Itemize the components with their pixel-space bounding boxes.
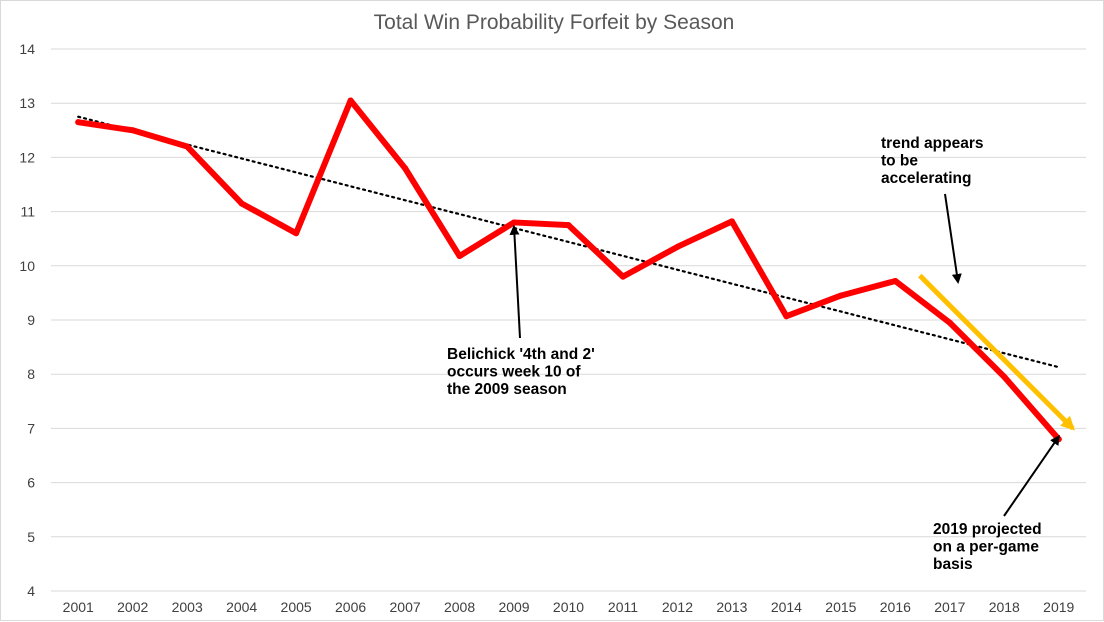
annotation-text: 2019 projected [933,521,1042,538]
x-tick-label: 2008 [444,599,475,615]
data-point [293,230,300,237]
x-tick-label: 2017 [934,599,965,615]
annotation-text: the 2009 season [447,381,567,398]
y-tick-label: 12 [19,149,35,165]
data-point [837,292,844,299]
x-tick-label: 2002 [117,599,148,615]
data-point [129,127,136,134]
x-tick-label: 2011 [608,599,638,615]
x-tick-label: 2014 [771,599,802,615]
y-tick-label: 4 [27,583,35,599]
x-tick-label: 2012 [662,599,693,615]
data-point [347,97,354,104]
data-point [456,253,463,260]
y-tick-label: 11 [20,204,35,220]
x-tick-label: 2009 [498,599,529,615]
y-tick-label: 13 [19,95,35,111]
annotation-arrow [509,224,521,339]
data-point [1001,373,1008,380]
data-point [565,222,572,229]
trendline [77,115,1060,369]
y-tick-label: 7 [27,420,35,436]
data-point [511,219,518,226]
x-tick-label: 2016 [880,599,911,615]
emphasis-layer [918,273,1075,431]
x-tick-label: 2010 [553,599,584,615]
annotation-text: occurs week 10 of [447,364,581,381]
y-tick-label: 10 [19,258,35,274]
gridlines [51,48,1086,592]
x-tick-label: 2006 [335,599,366,615]
data-point [619,273,626,280]
annotation-text: Belichick '4th and 2' [447,346,595,363]
x-tick-label: 2015 [825,599,856,615]
annotation-text: basis [933,556,973,573]
emphasis-arrow [918,273,1075,431]
x-tick-label: 2019 [1043,599,1074,615]
data-point [892,277,899,284]
series-layer [75,97,1062,443]
y-tick-label: 6 [27,475,35,491]
x-tick-label: 2001 [63,599,94,615]
x-tick-label: 2004 [226,599,257,615]
y-tick-label: 9 [27,312,35,328]
annotation-layer: Belichick '4th and 2'occurs week 10 ofth… [447,135,1060,573]
annotation-text: accelerating [881,170,971,187]
y-tick-label: 5 [27,529,35,545]
annotation-arrow [944,193,962,284]
y-axis-ticks: 4 5 6 7 8 9 10 11 12 13 14 [19,41,35,599]
data-point [184,143,191,150]
x-axis-ticks: 2001 2002 2003 2004 2005 2006 2007 2008 2009 2010… [63,599,1075,615]
data-point [402,165,409,172]
y-tick-label: 14 [19,41,35,57]
data-point [783,313,790,320]
data-point [238,200,245,207]
y-tick-label: 8 [27,366,35,382]
annotation-text: to be [881,153,918,170]
annotation-text: trend appears [881,135,984,152]
data-point [75,119,82,126]
annotation-arrow [1003,434,1060,517]
data-point [674,243,681,250]
data-point [728,218,735,225]
trendline-layer [77,115,1060,369]
x-tick-label: 2018 [989,599,1020,615]
annotation-text: on a per-game [933,539,1039,556]
x-tick-label: 2005 [281,599,312,615]
x-tick-label: 2007 [390,599,421,615]
data-point [946,319,953,326]
x-tick-label: 2003 [172,599,203,615]
chart-title: Total Win Probability Forfeit by Season [374,11,735,34]
x-tick-label: 2013 [716,599,747,615]
